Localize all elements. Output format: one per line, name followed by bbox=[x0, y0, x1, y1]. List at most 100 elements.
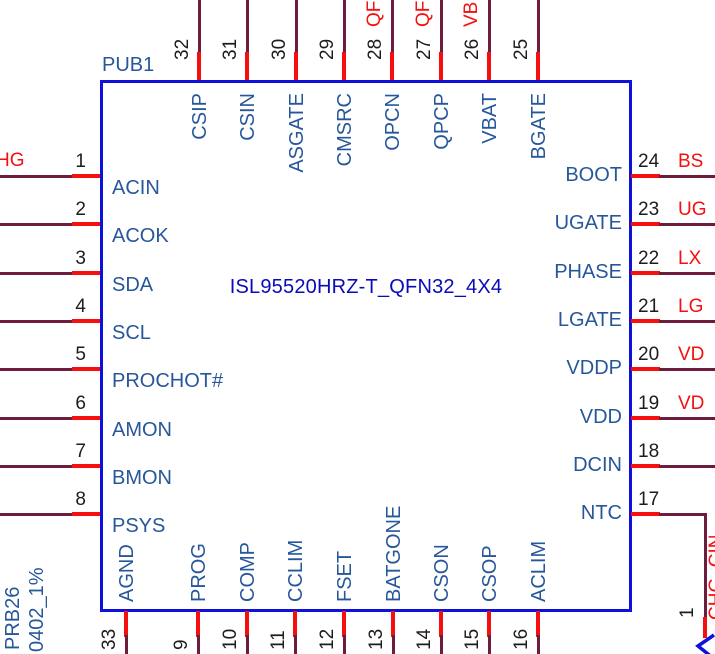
pin-stub[interactable] bbox=[631, 319, 660, 323]
pin-number[interactable]: 7 bbox=[75, 441, 86, 462]
pin-wire[interactable] bbox=[659, 320, 715, 323]
pin-stub[interactable] bbox=[536, 52, 540, 80]
pin-stub[interactable] bbox=[72, 416, 100, 420]
pin-stub[interactable] bbox=[703, 617, 707, 638]
connector-chevron-icon[interactable] bbox=[690, 628, 715, 654]
pin-name[interactable]: PROCHOT# bbox=[112, 370, 224, 392]
pin-wire[interactable] bbox=[125, 635, 128, 654]
pin-stub[interactable] bbox=[631, 416, 660, 420]
pin-number[interactable]: 12 bbox=[317, 628, 338, 650]
pin-name[interactable]: PROG bbox=[188, 543, 210, 602]
pin-stub[interactable] bbox=[124, 611, 128, 637]
net-label[interactable]: LX bbox=[678, 248, 702, 269]
pin-stub[interactable] bbox=[342, 52, 346, 80]
pin-number[interactable]: 33 bbox=[99, 628, 120, 650]
pin-stub[interactable] bbox=[631, 271, 660, 275]
pin-stub[interactable] bbox=[72, 222, 100, 226]
net-label[interactable]: HG bbox=[0, 150, 25, 171]
pin-stub[interactable] bbox=[391, 611, 395, 637]
pin-stub[interactable] bbox=[631, 512, 660, 516]
pin-name[interactable]: BMON bbox=[112, 467, 172, 489]
pin-name[interactable]: SDA bbox=[112, 274, 154, 296]
pin-number[interactable]: 16 bbox=[511, 628, 532, 650]
pin-name[interactable]: ACOK bbox=[112, 225, 169, 247]
pin-wire[interactable] bbox=[391, 0, 394, 54]
pin-name[interactable]: SCL bbox=[112, 322, 151, 344]
refdes-label[interactable]: PUB1 bbox=[102, 54, 155, 76]
pin-wire[interactable] bbox=[440, 0, 443, 54]
pin-stub[interactable] bbox=[72, 271, 100, 275]
pin-name[interactable]: UGATE bbox=[554, 212, 622, 234]
pin-number[interactable]: 18 bbox=[638, 441, 660, 462]
pin-stub[interactable] bbox=[72, 319, 100, 323]
pin-wire[interactable] bbox=[537, 635, 540, 654]
net-label[interactable]: UG bbox=[678, 199, 707, 220]
pin-wire[interactable] bbox=[0, 368, 74, 371]
pin-wire[interactable] bbox=[659, 465, 715, 468]
pin-number[interactable]: 30 bbox=[269, 38, 290, 60]
pin-name[interactable]: QPCP bbox=[431, 93, 453, 150]
pin-name[interactable]: VDDP bbox=[566, 357, 622, 379]
pin-number[interactable]: 27 bbox=[414, 38, 435, 60]
pin-stub[interactable] bbox=[631, 464, 660, 468]
pin-stub[interactable] bbox=[245, 611, 249, 637]
pin-stub[interactable] bbox=[390, 52, 394, 80]
pin-number[interactable]: 26 bbox=[462, 38, 483, 60]
resistor-value-label[interactable]: 0402_1% bbox=[26, 567, 48, 652]
pin-wire[interactable] bbox=[440, 635, 443, 654]
net-label[interactable]: VB bbox=[461, 1, 482, 27]
pin-wire[interactable] bbox=[295, 0, 298, 54]
pin-number[interactable]: 10 bbox=[220, 628, 241, 650]
pin-stub[interactable] bbox=[631, 222, 660, 226]
pin-stub[interactable] bbox=[487, 611, 491, 637]
pin-number[interactable]: 8 bbox=[75, 489, 86, 510]
pin-number[interactable]: 25 bbox=[511, 38, 532, 60]
pin-stub[interactable] bbox=[293, 611, 297, 637]
pin-wire[interactable] bbox=[704, 513, 707, 617]
pin-wire[interactable] bbox=[488, 0, 491, 54]
pin-stub[interactable] bbox=[631, 367, 660, 371]
pin-number[interactable]: 6 bbox=[75, 393, 86, 414]
pin-name[interactable]: BOOT bbox=[565, 164, 622, 186]
pin-stub[interactable] bbox=[294, 52, 298, 80]
pin-number[interactable]: 31 bbox=[220, 38, 241, 60]
pin-name[interactable]: CSOP bbox=[479, 545, 501, 602]
pin-wire[interactable] bbox=[198, 0, 201, 54]
pin-wire[interactable] bbox=[659, 272, 715, 275]
pin-stub[interactable] bbox=[487, 52, 491, 80]
pin-number[interactable]: 23 bbox=[638, 199, 660, 220]
pin-name[interactable]: CSON bbox=[431, 544, 453, 602]
net-label[interactable]: QF bbox=[413, 0, 434, 27]
pin-name[interactable]: DCIN bbox=[573, 454, 622, 476]
pin-name[interactable]: CCLIM bbox=[285, 539, 307, 602]
pin-number[interactable]: 2 bbox=[75, 199, 86, 220]
pin-name[interactable]: PSYS bbox=[112, 515, 166, 537]
pin-number[interactable]: 17 bbox=[638, 489, 660, 510]
pin-wire[interactable] bbox=[0, 513, 74, 516]
pin-stub[interactable] bbox=[245, 52, 249, 80]
pin-wire[interactable] bbox=[537, 0, 540, 54]
pin-number[interactable]: 4 bbox=[75, 296, 86, 317]
net-label[interactable]: BS bbox=[678, 151, 704, 172]
pin-name[interactable]: BGATE bbox=[528, 93, 550, 160]
connected-pin-number[interactable]: 1 bbox=[677, 607, 698, 618]
net-label[interactable]: VD bbox=[678, 393, 705, 414]
pin-name[interactable]: ACIN bbox=[112, 177, 160, 199]
pin-stub[interactable] bbox=[72, 367, 100, 371]
pin-wire[interactable] bbox=[0, 272, 74, 275]
pin-number[interactable]: 28 bbox=[365, 38, 386, 60]
pin-wire[interactable] bbox=[0, 223, 74, 226]
pin-wire[interactable] bbox=[659, 368, 715, 371]
pin-wire[interactable] bbox=[392, 635, 395, 654]
pin-wire[interactable] bbox=[343, 635, 346, 654]
pin-name[interactable]: AGND bbox=[116, 544, 138, 602]
pin-number[interactable]: 1 bbox=[75, 151, 86, 172]
net-label[interactable]: QF bbox=[364, 0, 385, 27]
pin-wire[interactable] bbox=[488, 635, 491, 654]
pin-number[interactable]: 29 bbox=[317, 38, 338, 60]
pin-name[interactable]: COMP bbox=[237, 542, 259, 602]
pin-name[interactable]: FSET bbox=[334, 550, 356, 602]
pin-stub[interactable] bbox=[72, 512, 100, 516]
pin-number[interactable]: 19 bbox=[638, 393, 660, 414]
pin-wire[interactable] bbox=[0, 465, 74, 468]
